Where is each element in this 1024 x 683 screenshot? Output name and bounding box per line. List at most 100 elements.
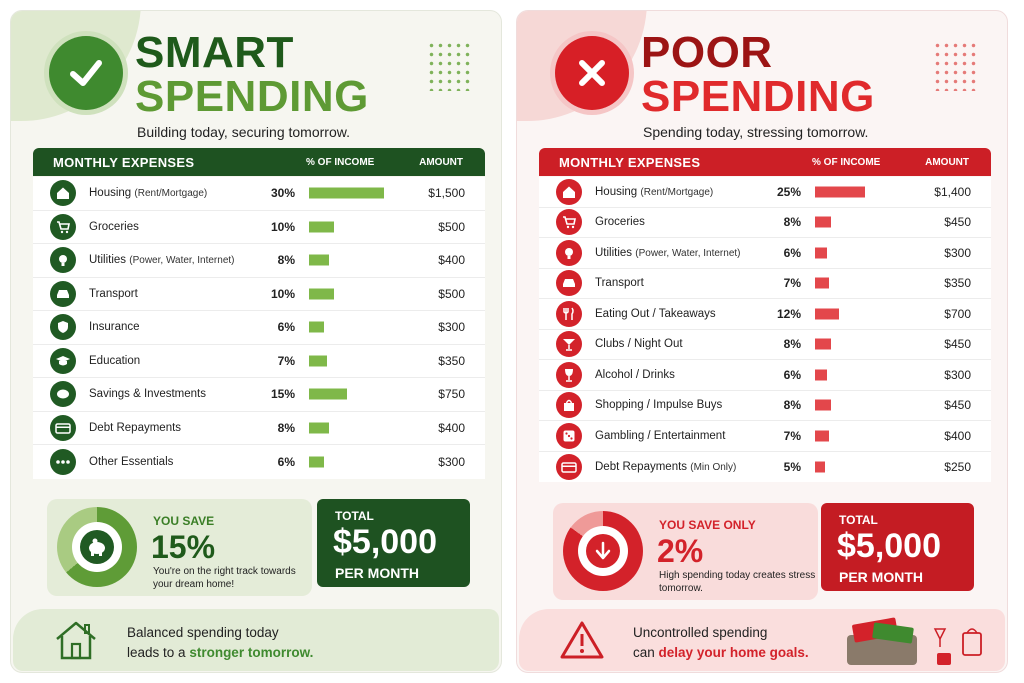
row-percent: 6% (277, 320, 295, 335)
more-icon (50, 448, 76, 475)
wine-glass-icon (556, 361, 582, 388)
row-amount: $1,500 (428, 186, 465, 201)
row-percent-bar (815, 277, 829, 289)
wallet-illustration (847, 617, 982, 665)
table-row: Shopping / Impulse Buys 8% $450 (539, 391, 991, 421)
header-percent: % OF INCOME (306, 156, 375, 168)
row-amount: $450 (944, 337, 971, 352)
subtitle: Spending today, stressing tomorrow. (643, 124, 869, 140)
header-category: MONTHLY EXPENSES (53, 154, 195, 170)
table-header: MONTHLY EXPENSES % OF INCOME AMOUNT (33, 148, 485, 176)
row-percent: 7% (783, 428, 801, 443)
footer-message: Balanced spending today leads to a stron… (127, 625, 314, 660)
row-category: Utilities (Power, Water, Internet) (89, 254, 235, 267)
row-amount: $500 (438, 286, 465, 301)
row-percent: 7% (783, 276, 801, 291)
row-percent: 10% (270, 219, 295, 234)
decorative-dots (933, 41, 979, 91)
row-percent-bar (815, 430, 829, 442)
graduation-cap-icon (50, 347, 76, 374)
row-percent: 10% (270, 286, 295, 301)
table-row: Groceries 10% $500 (33, 211, 485, 244)
row-percent: 30% (270, 186, 295, 201)
total-box: TOTAL $5,000 PER MONTH (317, 499, 470, 587)
table-row: Education 7% $350 (33, 345, 485, 378)
lightbulb-icon (50, 247, 76, 274)
row-category: Utilities (Power, Water, Internet) (595, 246, 741, 259)
row-percent-bar (815, 308, 839, 320)
shopping-bag-icon (556, 392, 582, 419)
row-percent: 6% (783, 245, 801, 260)
row-amount: $450 (944, 398, 971, 413)
row-percent: 12% (776, 306, 801, 321)
car-icon (556, 270, 582, 297)
total-period: PER MONTH (335, 565, 419, 581)
table-row: Housing (Rent/Mortgage) 25% $1,400 (539, 177, 991, 208)
credit-card-icon (50, 414, 76, 441)
row-amount: $300 (944, 367, 971, 382)
table-row: Eating Out / Takeaways 12% $700 (539, 299, 991, 330)
row-percent-bar (309, 288, 334, 300)
savings-summary: YOU SAVE 15% You're on the right track t… (47, 499, 312, 596)
row-percent-bar (309, 187, 384, 199)
house-outline-icon (53, 619, 99, 661)
credit-card-icon (556, 453, 582, 480)
row-percent-bar (309, 321, 324, 333)
row-percent: 25% (776, 184, 801, 199)
row-percent: 5% (783, 459, 801, 474)
table-row: Clubs / Night Out 8% $450 (539, 330, 991, 360)
row-category: Housing (Rent/Mortgage) (595, 185, 714, 198)
row-percent-bar (815, 216, 831, 228)
row-percent: 8% (277, 253, 295, 268)
house-icon (556, 178, 582, 205)
table-row: Housing (Rent/Mortgage) 30% $1,500 (33, 177, 485, 211)
row-percent: 8% (277, 420, 295, 435)
table-row: Insurance 6% $300 (33, 311, 485, 345)
row-percent: 8% (783, 398, 801, 413)
total-period: PER MONTH (839, 569, 923, 585)
poor-spending-panel: POOR SPENDING Spending today, stressing … (516, 10, 1008, 673)
header-amount: AMOUNT (925, 156, 969, 168)
row-category: Groceries (595, 216, 645, 229)
table-row: Alcohol / Drinks 6% $300 (539, 360, 991, 391)
row-percent-bar (309, 456, 324, 468)
row-amount: $450 (944, 215, 971, 230)
row-percent-bar (309, 422, 329, 434)
row-percent: 15% (270, 387, 295, 402)
table-row: Utilities (Power, Water, Internet) 8% $400 (33, 244, 485, 278)
save-note: You're on the right track towards your d… (153, 566, 296, 590)
row-amount: $1,400 (934, 184, 971, 199)
header-percent: % OF INCOME (812, 156, 881, 168)
row-percent: 7% (277, 353, 295, 368)
cart-icon (556, 209, 582, 236)
save-label: YOU SAVE ONLY (659, 518, 756, 532)
page-title: SMART SPENDING (135, 28, 369, 121)
row-category: Insurance (89, 321, 140, 334)
piggy-bank-icon (50, 381, 76, 408)
total-value: $5,000 (837, 527, 941, 565)
row-category: Gambling / Entertainment (595, 429, 726, 442)
header-category: MONTHLY EXPENSES (559, 154, 701, 170)
row-percent-bar (815, 247, 827, 259)
dice-icon (556, 422, 582, 449)
car-icon (50, 280, 76, 307)
expense-table: Housing (Rent/Mortgage) 30% $1,500 Grocerie… (33, 177, 485, 479)
row-category: Savings & Investments (89, 388, 206, 401)
row-percent-bar (815, 399, 831, 411)
total-label: TOTAL (335, 509, 374, 523)
subtitle: Building today, securing tomorrow. (137, 124, 350, 140)
smart-spending-panel: SMART SPENDING Building today, securing … (10, 10, 502, 673)
page-title: POOR SPENDING (641, 28, 875, 121)
row-percent-bar (309, 388, 347, 400)
table-row: Gambling / Entertainment 7% $400 (539, 421, 991, 452)
row-percent-bar (309, 355, 327, 367)
row-percent: 6% (783, 367, 801, 382)
expense-table: Housing (Rent/Mortgage) 25% $1,400 Grocerie… (539, 177, 991, 482)
row-category: Other Essentials (89, 455, 174, 468)
savings-summary: YOU SAVE ONLY 2% High spending today cre… (553, 503, 818, 600)
row-amount: $500 (438, 219, 465, 234)
row-category: Education (89, 354, 141, 367)
row-percent-bar (815, 338, 831, 350)
header-amount: AMOUNT (419, 156, 463, 168)
footer-banner: Uncontrolled spending can delay your hom… (519, 609, 1005, 671)
